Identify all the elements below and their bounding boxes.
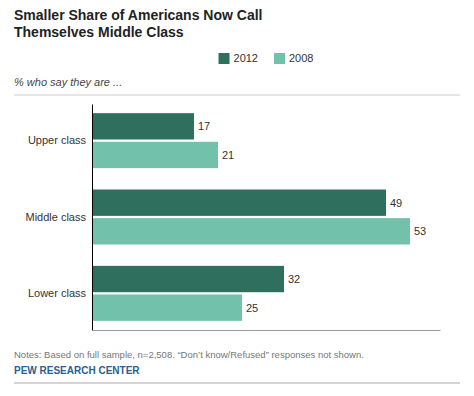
- y-tick-label: Upper class: [28, 134, 87, 146]
- y-tick: Lower class: [28, 287, 92, 299]
- subtitle: % who say they are ...: [14, 76, 122, 88]
- y-tick-label: Middle class: [25, 211, 86, 223]
- bars: [92, 113, 410, 321]
- bar: [92, 142, 218, 168]
- data-labels: 17 49 32 21 53 25: [198, 120, 426, 313]
- data-label: 49: [390, 197, 402, 209]
- bar: [92, 113, 194, 139]
- legend: 2012 2008: [219, 52, 314, 64]
- legend-swatch: [274, 53, 285, 64]
- bottom-separator: [14, 383, 460, 384]
- separator: [14, 95, 460, 96]
- plot: 17 49 32 21 53 25 Upper class Middle class Lower…: [25, 105, 440, 331]
- y-tick-label: Lower class: [28, 287, 87, 299]
- bar: [92, 294, 242, 320]
- y-axis: Upper class Middle class Lower class: [25, 105, 92, 331]
- bar: [92, 190, 386, 216]
- legend-label: 2012: [234, 52, 258, 64]
- title: Smaller Share of Americans Now CallThems…: [14, 7, 262, 40]
- legend-swatch: [219, 53, 230, 64]
- data-label: 17: [198, 120, 210, 132]
- legend-item: 2012: [219, 52, 258, 64]
- x-axis-line: [93, 330, 441, 331]
- bar: [92, 266, 284, 292]
- legend-item: 2008: [274, 52, 313, 64]
- source: PEW RESEARCH CENTER: [14, 365, 140, 376]
- data-label: 32: [288, 273, 300, 285]
- notes: Notes: Based on full sample, n=2,508. “D…: [14, 349, 364, 360]
- bar: [92, 218, 410, 244]
- y-tick: Upper class: [28, 134, 92, 146]
- data-label: 25: [246, 302, 258, 314]
- data-label: 21: [222, 149, 234, 161]
- x-axis: [93, 330, 441, 331]
- legend-label: 2008: [289, 52, 313, 64]
- y-axis-line: [92, 105, 93, 331]
- data-label: 53: [414, 225, 426, 237]
- chart-svg: Smaller Share of Americans Now CallThems…: [0, 0, 474, 396]
- y-tick: Middle class: [25, 211, 92, 223]
